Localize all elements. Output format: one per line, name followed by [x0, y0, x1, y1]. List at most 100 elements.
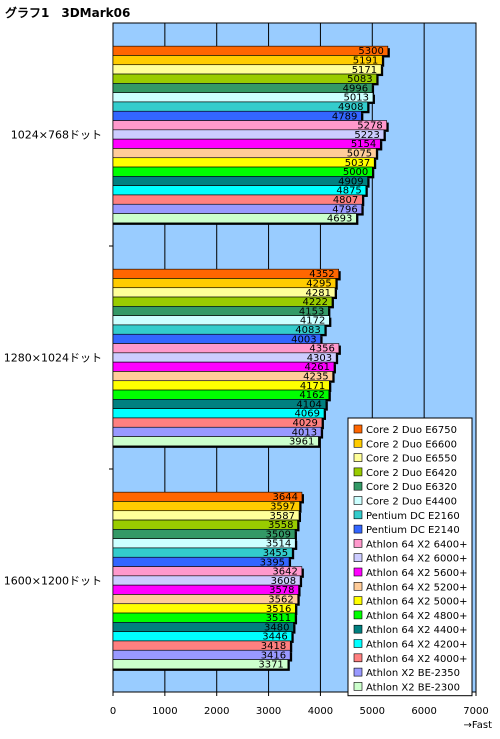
- legend-entry: Athlon 64 X2 4400+: [366, 625, 467, 636]
- bar-value-label: 4303: [307, 353, 332, 364]
- x-tick-label: 7000: [463, 706, 488, 717]
- category-label: 1024×768ドット: [11, 129, 102, 142]
- legend-entry: Athlon X2 BE-2350: [366, 668, 460, 679]
- legend-swatch: [353, 567, 363, 577]
- legend-swatch: [353, 624, 363, 634]
- bar-value-label: 4693: [327, 214, 352, 225]
- bar-value-label: 3511: [266, 613, 291, 624]
- bar-value-label: 3642: [272, 567, 297, 578]
- bar-value-label: 5000: [343, 167, 368, 178]
- bar: [112, 426, 322, 437]
- bar: [112, 306, 329, 316]
- bar: [112, 324, 326, 335]
- bar: [112, 129, 385, 140]
- bar: [112, 64, 382, 75]
- bar-value-label: 5075: [347, 148, 372, 159]
- bar: [112, 408, 325, 419]
- bar-value-label: 5278: [357, 121, 382, 132]
- bar-value-label: 3587: [270, 511, 295, 522]
- legend-swatch: [353, 610, 363, 620]
- bar-value-label: 4069: [295, 409, 320, 420]
- bar: [112, 101, 368, 112]
- legend-entry: Athlon 64 X2 5200+: [366, 582, 467, 593]
- bar-value-label: 3516: [266, 604, 291, 615]
- bar: [112, 73, 377, 84]
- bar: [112, 166, 373, 177]
- bar: [112, 380, 330, 391]
- bar-value-label: 3418: [261, 641, 286, 652]
- bar: [112, 157, 375, 168]
- bar-value-label: 4222: [302, 297, 327, 308]
- bar-value-label: 4013: [292, 427, 317, 438]
- bar-value-label: 5191: [353, 55, 378, 66]
- legend-entry: Athlon 64 X2 5000+: [366, 597, 467, 608]
- x-axis-label: →Fast: [464, 720, 493, 731]
- legend-entry: Core 2 Duo E4400: [366, 497, 457, 508]
- bar-value-label: 4295: [306, 278, 331, 289]
- bar: [112, 203, 363, 214]
- bar-value-label: 4807: [333, 195, 358, 206]
- bar: [112, 333, 321, 344]
- legend-entry: Core 2 Duo E6600: [366, 439, 457, 450]
- bar-value-label: 3416: [261, 650, 286, 661]
- x-tick-label: 2000: [204, 706, 229, 717]
- bar: [112, 110, 362, 121]
- legend-entry: Athlon 64 X2 4000+: [366, 654, 467, 665]
- bar-value-label: 4789: [332, 111, 357, 122]
- bar: [112, 361, 335, 372]
- bar: [112, 343, 340, 354]
- bar-value-label: 4796: [332, 204, 357, 215]
- bar: [112, 45, 389, 56]
- bar: [112, 120, 388, 131]
- legend-swatch: [353, 524, 363, 534]
- bar: [112, 399, 327, 409]
- bar-value-label: 3514: [266, 539, 291, 550]
- bar: [112, 371, 333, 382]
- legend-entry: Athlon X2 BE-2300: [366, 682, 460, 693]
- bar-value-label: 4235: [303, 371, 328, 382]
- bar: [112, 55, 383, 66]
- bar: [112, 138, 381, 149]
- bar: [112, 194, 363, 205]
- bar: [112, 389, 330, 400]
- bar-value-label: 5037: [345, 158, 370, 169]
- bar-value-label: 4104: [296, 399, 321, 410]
- legend-swatch: [353, 496, 363, 505]
- legend-entry: Core 2 Duo E6750: [366, 425, 457, 436]
- legend-swatch: [353, 481, 363, 491]
- x-tick-label: 4000: [308, 706, 333, 717]
- bar-value-label: 3608: [271, 576, 296, 587]
- bar-value-label: 3480: [264, 622, 289, 633]
- bar: [112, 417, 323, 428]
- bar-value-label: 3597: [270, 501, 295, 512]
- bar-value-label: 5223: [354, 130, 379, 141]
- bar: [112, 176, 368, 186]
- bar-value-label: 4875: [336, 186, 361, 197]
- bar-value-label: 5171: [352, 65, 377, 76]
- bar-value-label: 5300: [358, 46, 383, 57]
- legend: [347, 417, 473, 697]
- bar: [112, 83, 373, 93]
- bar-value-label: 4029: [292, 418, 317, 429]
- bar-value-label: 4172: [300, 316, 325, 327]
- legend-swatch: [353, 539, 363, 548]
- legend-entry: Core 2 Duo E6320: [366, 482, 457, 493]
- bar-value-label: 4909: [338, 176, 363, 187]
- bar: [112, 92, 374, 103]
- legend-swatch: [353, 553, 363, 563]
- bar-value-label: 4003: [291, 334, 316, 345]
- legend-swatch: [353, 510, 363, 520]
- legend-entry: Core 2 Duo E6550: [366, 454, 457, 465]
- legend-swatch: [353, 467, 363, 477]
- bar-value-label: 4356: [309, 344, 334, 355]
- legend-swatch: [353, 453, 363, 462]
- legend-entry: Pentium DC E2160: [366, 511, 460, 522]
- bar: [112, 185, 367, 196]
- bar-value-label: 3562: [268, 594, 293, 605]
- bar-value-label: 3961: [289, 437, 314, 448]
- legend-swatch: [353, 596, 363, 605]
- legend-entry: Athlon 64 X2 5600+: [366, 568, 467, 579]
- legend-entry: Athlon 64 X2 6400+: [366, 539, 467, 550]
- bar-value-label: 4908: [338, 102, 363, 113]
- bar-value-label: 4153: [299, 306, 324, 317]
